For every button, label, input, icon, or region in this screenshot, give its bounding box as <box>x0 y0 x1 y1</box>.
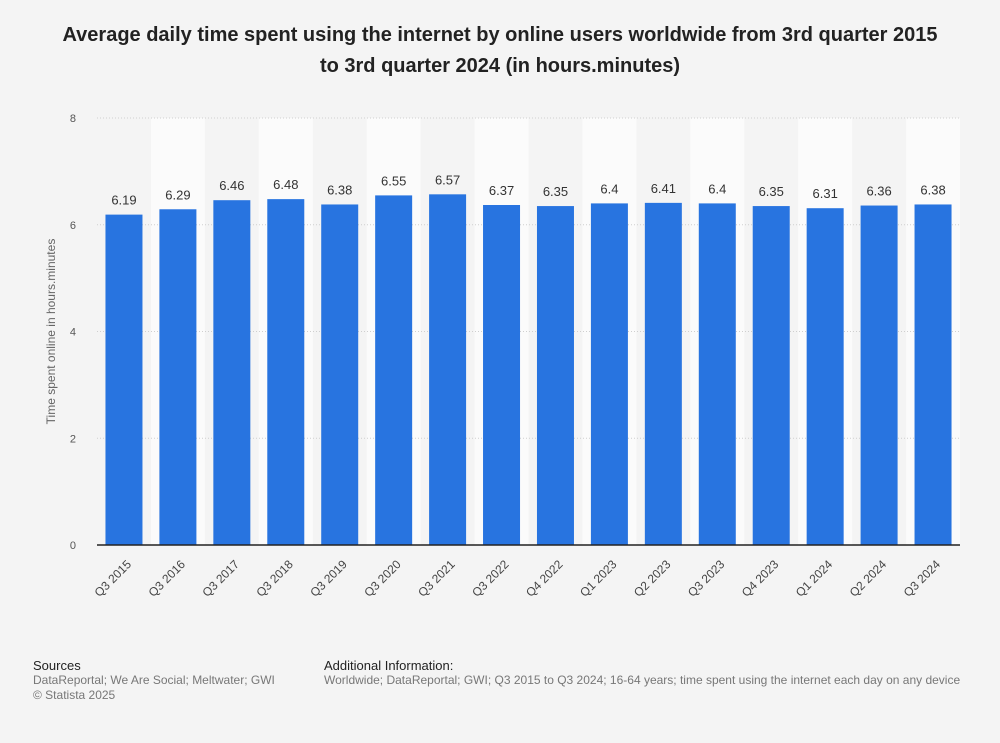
bar[interactable] <box>590 203 628 545</box>
bar[interactable] <box>105 214 143 545</box>
data-label: 6.35 <box>759 184 784 199</box>
bar[interactable] <box>806 208 844 546</box>
data-label: 6.48 <box>273 177 298 192</box>
bars <box>105 194 952 546</box>
additional-info-text: Worldwide; DataReportal; GWI; Q3 2015 to… <box>324 673 961 687</box>
x-tick-label: Q2 2023 <box>631 557 674 600</box>
data-label: 6.36 <box>866 184 891 199</box>
data-label: 6.38 <box>327 182 352 197</box>
sources-text: DataReportal; We Are Social; Meltwater; … <box>33 673 275 687</box>
bar[interactable] <box>536 206 574 545</box>
x-tick-label: Q3 2019 <box>307 557 350 600</box>
y-tick-label: 2 <box>70 433 76 445</box>
data-label: 6.29 <box>165 187 190 202</box>
x-tick-label: Q1 2024 <box>793 557 836 600</box>
x-tick-label: Q3 2015 <box>92 557 135 600</box>
x-tick-label: Q3 2017 <box>200 557 243 600</box>
data-label: 6.41 <box>651 181 676 196</box>
additional-info-block: Additional Information: Worldwide; DataR… <box>324 658 960 688</box>
data-labels: 6.19 6.29 6.46 6.48 6.38 6.55 6.57 6.37 6.35 6.4 6… <box>111 172 945 207</box>
sources-block: Sources DataReportal; We Are Social; Mel… <box>33 658 275 703</box>
additional-info-heading: Additional Information: <box>324 658 454 673</box>
data-label: 6.55 <box>381 173 406 188</box>
data-label: 6.37 <box>489 183 514 198</box>
bar[interactable] <box>213 200 251 545</box>
bar[interactable] <box>159 209 197 546</box>
x-axis-ticks: Q3 2015 Q3 2016 Q3 2017 Q3 2018 Q3 2019 Q3 20… <box>92 557 944 600</box>
x-tick-label: Q2 2024 <box>847 557 890 600</box>
x-tick-label: Q3 2024 <box>901 557 944 600</box>
bar[interactable] <box>752 206 790 545</box>
data-label: 6.4 <box>708 181 726 196</box>
x-tick-label: Q1 2023 <box>577 557 620 600</box>
bar[interactable] <box>429 194 467 546</box>
y-tick-label: 0 <box>70 540 76 552</box>
data-label: 6.38 <box>920 182 945 197</box>
data-label: 6.4 <box>600 181 618 196</box>
data-label: 6.35 <box>543 184 568 199</box>
y-axis-title: Time spent online in hours.minutes <box>44 239 58 425</box>
y-tick-label: 6 <box>70 220 76 232</box>
copyright-text: © Statista 2025 <box>33 688 116 702</box>
bar[interactable] <box>267 199 305 545</box>
data-label: 6.31 <box>813 186 838 201</box>
x-tick-label: Q3 2021 <box>415 557 458 600</box>
x-tick-label: Q3 2016 <box>146 557 189 600</box>
y-axis-ticks: 0 2 4 6 8 <box>70 113 76 552</box>
bar[interactable] <box>321 204 359 545</box>
data-label: 6.19 <box>111 193 136 208</box>
bar[interactable] <box>644 202 682 545</box>
x-tick-label: Q3 2023 <box>685 557 728 600</box>
y-tick-label: 4 <box>70 327 76 339</box>
chart-title: Average daily time spent using the inter… <box>62 24 938 77</box>
y-tick-label: 8 <box>70 113 76 125</box>
x-tick-label: Q3 2020 <box>361 557 404 600</box>
x-tick-label: Q4 2022 <box>523 557 566 600</box>
data-label: 6.46 <box>219 178 244 193</box>
x-tick-label: Q3 2018 <box>253 557 296 600</box>
bar[interactable] <box>698 203 736 545</box>
data-label: 6.57 <box>435 172 460 187</box>
x-tick-label: Q4 2023 <box>739 557 782 600</box>
bar[interactable] <box>483 205 521 545</box>
bar[interactable] <box>375 195 413 546</box>
bar[interactable] <box>914 204 952 545</box>
x-tick-label: Q3 2022 <box>469 557 512 600</box>
bar[interactable] <box>860 205 898 545</box>
sources-heading: Sources <box>33 658 81 673</box>
